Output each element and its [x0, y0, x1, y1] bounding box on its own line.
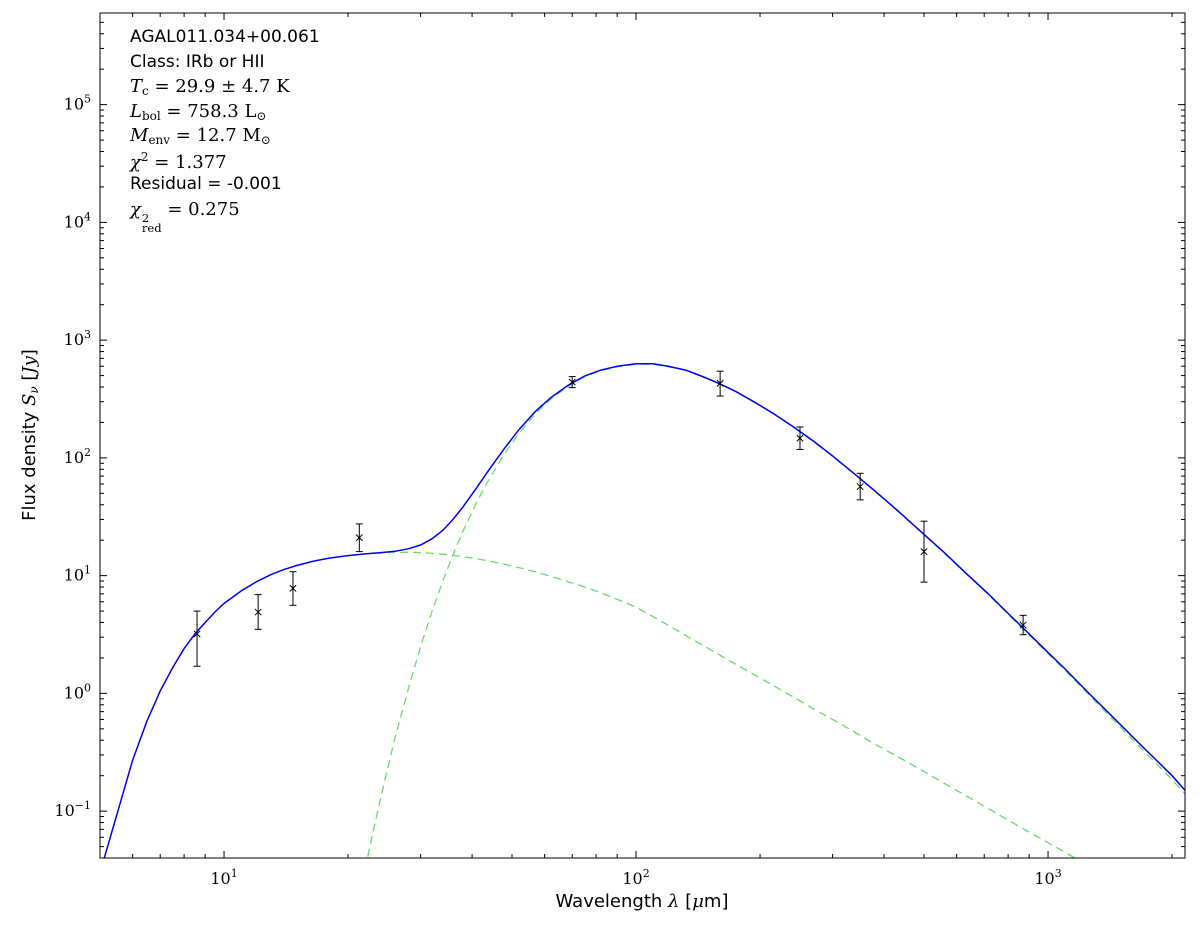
data-marker	[1019, 621, 1027, 629]
x-tick-label: 102	[622, 867, 649, 888]
data-marker	[355, 534, 363, 542]
hot-component-curve	[348, 551, 1077, 858]
annotation-line-chi-squared-reduced: χ 2 red = 0.275	[130, 198, 240, 235]
annotation-line-dust-temperature: Tc = 29.9 ± 4.7 K	[130, 76, 290, 98]
data-marker	[796, 434, 804, 442]
x-tick-label: 103	[1034, 867, 1061, 888]
data-marker	[856, 483, 864, 491]
x-tick-label: 101	[210, 867, 237, 888]
annotation-block: AGAL011.034+00.061 Class: IRb or HII Tc = …	[130, 27, 320, 235]
total-fit-curve	[103, 363, 1185, 858]
annotation-line-source-class: Class: IRb or HII	[130, 51, 265, 72]
sup-sub-script: 2 red	[141, 210, 162, 235]
annotation-line-residual: Residual = -0.001	[130, 174, 282, 194]
y-tick-label: 105	[64, 93, 91, 114]
y-tick-label: 104	[64, 210, 91, 231]
annotation-line-chi-squared: χ2 = 1.377	[130, 149, 227, 173]
cold-component-curve	[366, 363, 1185, 858]
axes-box	[99, 12, 1186, 859]
y-tick-label: 102	[64, 446, 91, 467]
annotation-line-source-name: AGAL011.034+00.061	[130, 27, 320, 47]
data-marker	[193, 630, 201, 638]
data-marker	[716, 379, 724, 387]
data-marker	[289, 584, 297, 592]
annotation-line-envelope-mass: Menv = 12.7 M⊙	[130, 125, 271, 147]
y-tick-label: 103	[64, 328, 91, 349]
data-marker	[920, 548, 928, 556]
y-tick-label: 10−1	[54, 799, 91, 820]
x-axis-label: Wavelength λ [μm]	[555, 891, 729, 912]
y-axis-label: Flux density Sν [Jy]	[19, 349, 41, 521]
data-marker	[254, 608, 262, 616]
annotation-line-bolometric-luminosity: Lbol = 758.3 L⊙	[130, 100, 267, 123]
y-tick-label: 101	[64, 564, 91, 585]
y-tick-label: 100	[64, 681, 91, 702]
data-marker	[568, 378, 576, 386]
